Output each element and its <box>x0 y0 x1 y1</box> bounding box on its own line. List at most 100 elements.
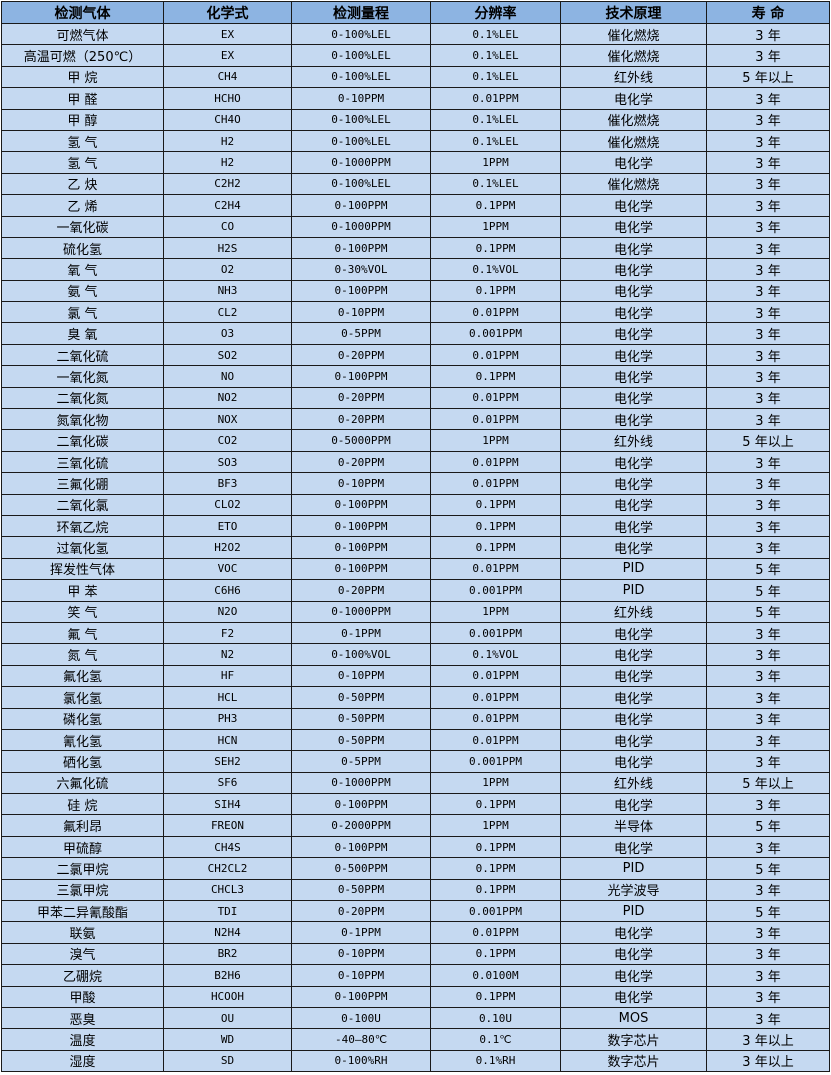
resolution-cell: 1PPM <box>430 429 561 452</box>
table-row: 二氧化氯 CLO2 0-100PPM 0.1PPM 电化学 3 年 <box>1 493 830 516</box>
chemical-formula-cell: NO2 <box>163 386 292 410</box>
chemical-formula-cell: VOC <box>163 557 292 581</box>
chemical-formula-cell: NO <box>163 365 292 388</box>
lifetime-cell: 3 年 <box>706 408 830 431</box>
resolution-cell: 0.01PPM <box>430 728 561 752</box>
lifetime-cell: 3 年 <box>706 707 830 730</box>
technical-principle-cell: 电化学 <box>560 279 707 303</box>
technical-principle-cell: 电化学 <box>560 365 707 388</box>
resolution-cell: 0.1%LEL <box>430 129 561 153</box>
resolution-cell: 0.1PPM <box>430 793 561 816</box>
chemical-formula-cell: HCOOH <box>163 985 292 1008</box>
gas-name-cell: 氢 气 <box>1 129 164 153</box>
detection-range-cell: 0-100%LEL <box>291 65 431 89</box>
gas-name-cell: 三氟化硼 <box>1 472 164 495</box>
chemical-formula-cell: NH3 <box>163 279 292 303</box>
lifetime-cell: 3 年 <box>706 514 830 538</box>
resolution-cell: 0.1PPM <box>430 835 561 859</box>
lifetime-cell: 5 年 <box>706 579 830 602</box>
table-row: 氯化氢 HCL 0-50PPM 0.01PPM 电化学 3 年 <box>1 686 830 709</box>
resolution-cell: 0.1%LEL <box>430 172 561 196</box>
table-row: 可燃气体 EX 0-100%LEL 0.1%LEL 催化燃烧 3 年 <box>1 22 830 46</box>
detection-range-cell: 0-100PPM <box>291 194 431 217</box>
table-row: 溴气 BR2 0-10PPM 0.1PPM 电化学 3 年 <box>1 942 830 966</box>
lifetime-cell: 3 年 <box>706 728 830 752</box>
resolution-cell: 0.1%LEL <box>430 22 561 46</box>
gas-name-cell: 三氧化硫 <box>1 450 164 474</box>
detection-range-cell: 0-100U <box>291 1006 431 1030</box>
chemical-formula-cell: SEH2 <box>163 750 292 773</box>
chemical-formula-cell: SO3 <box>163 450 292 474</box>
gas-name-cell: 联氨 <box>1 921 164 944</box>
chemical-formula-cell: PH3 <box>163 707 292 730</box>
chemical-formula-cell: F2 <box>163 621 292 645</box>
detection-range-cell: 0-100PPM <box>291 493 431 516</box>
lifetime-cell: 3 年 <box>706 664 830 688</box>
resolution-cell: 0.01PPM <box>430 664 561 688</box>
lifetime-cell: 3 年 <box>706 450 830 474</box>
table-row: 氟化氢 HF 0-10PPM 0.01PPM 电化学 3 年 <box>1 664 830 688</box>
gas-name-cell: 三氯甲烷 <box>1 878 164 902</box>
header-resolution: 分辨率 <box>430 1 561 24</box>
lifetime-cell: 5 年 <box>706 557 830 581</box>
technical-principle-cell: 电化学 <box>560 964 707 987</box>
technical-principle-cell: 电化学 <box>560 386 707 410</box>
technical-principle-cell: 电化学 <box>560 664 707 688</box>
table-row: 硅 烷 SIH4 0-100PPM 0.1PPM 电化学 3 年 <box>1 793 830 816</box>
chemical-formula-cell: BF3 <box>163 472 292 495</box>
detection-range-cell: 0-100PPM <box>291 236 431 260</box>
technical-principle-cell: 催化燃烧 <box>560 44 707 67</box>
lifetime-cell: 5 年以上 <box>706 65 830 89</box>
detection-range-cell: 0-100PPM <box>291 279 431 303</box>
chemical-formula-cell: BR2 <box>163 942 292 966</box>
resolution-cell: 0.1PPM <box>430 942 561 966</box>
table-row: 甲硫醇 CH4S 0-100PPM 0.1PPM 电化学 3 年 <box>1 835 830 859</box>
resolution-cell: 0.001PPM <box>430 579 561 602</box>
detection-range-cell: 0-50PPM <box>291 878 431 902</box>
chemical-formula-cell: NOX <box>163 408 292 431</box>
resolution-cell: 0.1%VOL <box>430 258 561 281</box>
table-row: 氧 气 O2 0-30%VOL 0.1%VOL 电化学 3 年 <box>1 258 830 281</box>
table-row: 乙 烯 C2H4 0-100PPM 0.1PPM 电化学 3 年 <box>1 194 830 217</box>
gas-name-cell: 笑 气 <box>1 600 164 623</box>
technical-principle-cell: 催化燃烧 <box>560 129 707 153</box>
table-row: 氢 气 H2 0-1000PPM 1PPM 电化学 3 年 <box>1 151 830 174</box>
table-row: 氮氧化物 NOX 0-20PPM 0.01PPM 电化学 3 年 <box>1 408 830 431</box>
gas-name-cell: 二氧化氮 <box>1 386 164 410</box>
detection-range-cell: 0-100%LEL <box>291 172 431 196</box>
gas-name-cell: 一氧化氮 <box>1 365 164 388</box>
header-formula: 化学式 <box>163 1 292 24</box>
resolution-cell: 0.10U <box>430 1006 561 1030</box>
lifetime-cell: 3 年 <box>706 343 830 367</box>
technical-principle-cell: 电化学 <box>560 151 707 174</box>
table-row: 环氧乙烷 ETO 0-100PPM 0.1PPM 电化学 3 年 <box>1 514 830 538</box>
table-row: 恶臭 OU 0-100U 0.10U MOS 3 年 <box>1 1006 830 1030</box>
gas-name-cell: 温度 <box>1 1028 164 1051</box>
chemical-formula-cell: CH4S <box>163 835 292 859</box>
technical-principle-cell: 催化燃烧 <box>560 22 707 46</box>
technical-principle-cell: 电化学 <box>560 343 707 367</box>
detection-range-cell: -40—80℃ <box>291 1028 431 1051</box>
detection-range-cell: 0-20PPM <box>291 343 431 367</box>
gas-name-cell: 氟 气 <box>1 621 164 645</box>
detection-range-cell: 0-500PPM <box>291 857 431 880</box>
chemical-formula-cell: N2 <box>163 643 292 666</box>
gas-name-cell: 乙硼烷 <box>1 964 164 987</box>
resolution-cell: 0.01PPM <box>430 343 561 367</box>
chemical-formula-cell: EX <box>163 44 292 67</box>
resolution-cell: 0.01PPM <box>430 87 561 110</box>
lifetime-cell: 3 年 <box>706 835 830 859</box>
lifetime-cell: 3 年 <box>706 793 830 816</box>
detection-range-cell: 0-100%RH <box>291 1049 431 1073</box>
gas-name-cell: 氨 气 <box>1 279 164 303</box>
lifetime-cell: 3 年 <box>706 236 830 260</box>
chemical-formula-cell: CHCL3 <box>163 878 292 902</box>
detection-range-cell: 0-5PPM <box>291 322 431 345</box>
gas-name-cell: 甲 烷 <box>1 65 164 89</box>
chemical-formula-cell: CLO2 <box>163 493 292 516</box>
lifetime-cell: 3 年 <box>706 151 830 174</box>
resolution-cell: 1PPM <box>430 771 561 795</box>
table-row: 三氯甲烷 CHCL3 0-50PPM 0.1PPM 光学波导 3 年 <box>1 878 830 902</box>
chemical-formula-cell: H2O2 <box>163 536 292 559</box>
detection-range-cell: 0-10PPM <box>291 664 431 688</box>
